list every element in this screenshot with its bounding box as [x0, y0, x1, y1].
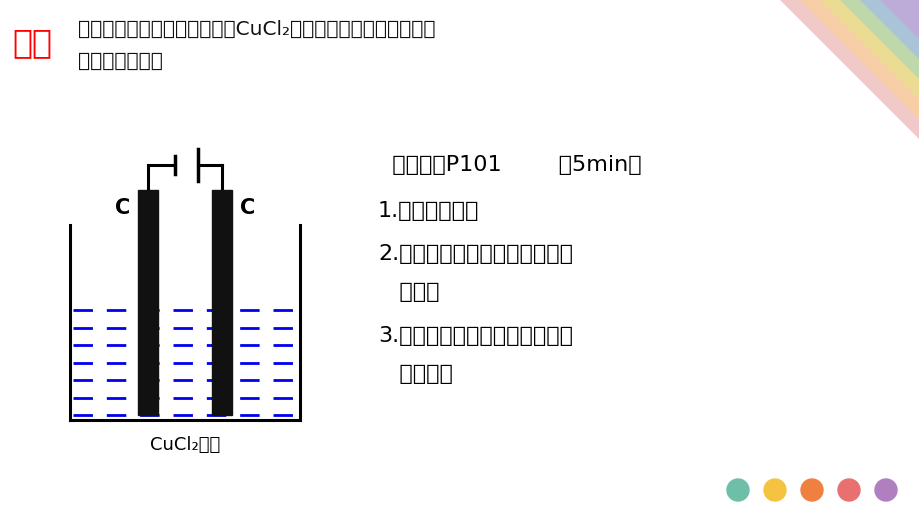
- Text: 1.什么叫电解池: 1.什么叫电解池: [378, 200, 479, 221]
- Circle shape: [763, 479, 785, 501]
- Bar: [211, 190, 232, 415]
- Text: 啥现象: 啥现象: [378, 282, 439, 303]
- Polygon shape: [800, 0, 919, 120]
- Circle shape: [800, 479, 823, 501]
- Text: 如果把两根石墨棒作电极插入CuCl₂溶液中，外接直流电源时，: 如果把两根石墨棒作电极插入CuCl₂溶液中，外接直流电源时，: [78, 20, 435, 39]
- Text: 自学课本P101        （5min）: 自学课本P101 （5min）: [378, 155, 641, 175]
- Polygon shape: [779, 0, 919, 140]
- Circle shape: [726, 479, 748, 501]
- Polygon shape: [819, 0, 919, 100]
- Bar: [138, 190, 158, 415]
- Polygon shape: [879, 0, 919, 40]
- Text: 生啥变化: 生啥变化: [378, 364, 452, 384]
- Polygon shape: [859, 0, 919, 60]
- Text: CuCl₂溶液: CuCl₂溶液: [150, 436, 220, 454]
- Text: C: C: [240, 198, 255, 218]
- Circle shape: [837, 479, 859, 501]
- Polygon shape: [839, 0, 919, 80]
- Text: C: C: [115, 198, 130, 218]
- Circle shape: [874, 479, 896, 501]
- Text: 2.电解氯化铜溶液阴阳极分别有: 2.电解氯化铜溶液阴阳极分别有: [378, 244, 573, 264]
- Text: 会有什么变化？: 会有什么变化？: [78, 52, 163, 71]
- Text: 3.电解氯化铜溶液阴阳极分别发: 3.电解氯化铜溶液阴阳极分别发: [378, 326, 573, 346]
- Text: 思考: 思考: [12, 26, 52, 59]
